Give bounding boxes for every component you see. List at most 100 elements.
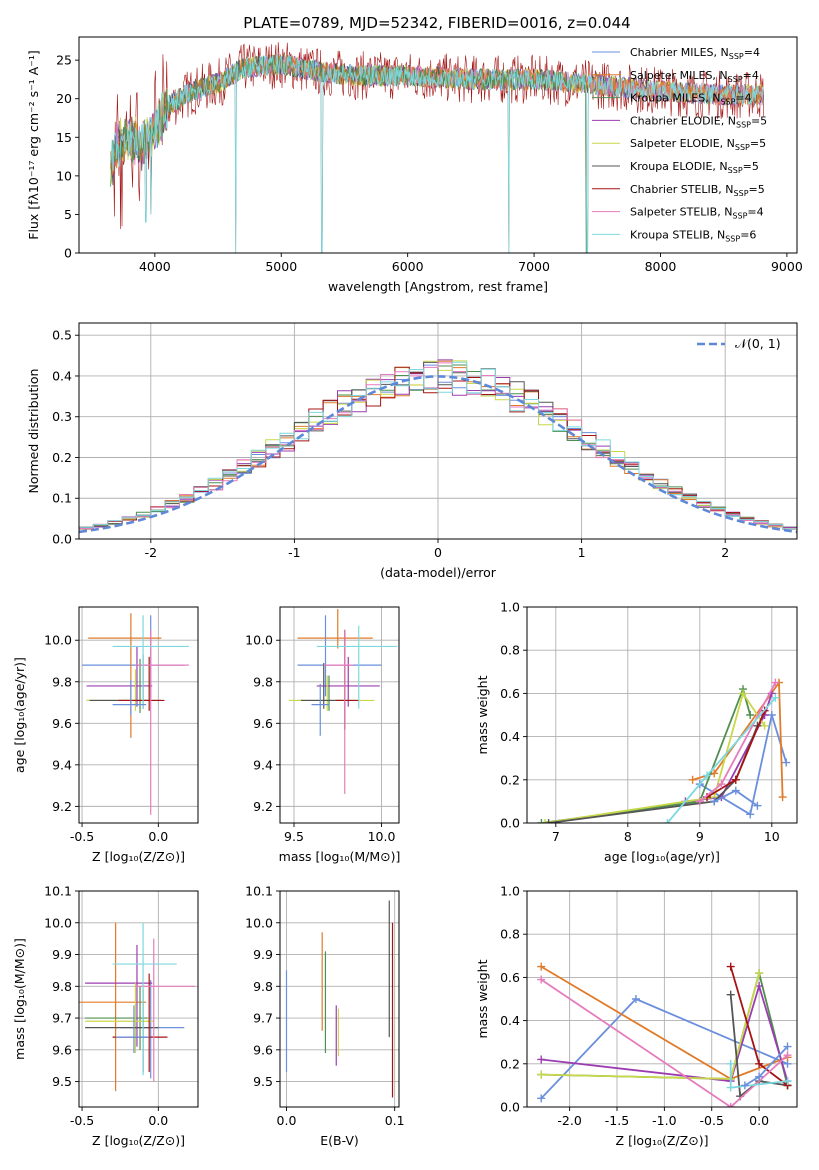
- legend-label: Chabrier MILES, NSSP=4: [630, 46, 760, 61]
- y-tick-label: 9.6: [253, 1042, 273, 1057]
- axes-frame: [78, 890, 199, 1108]
- data-point: [288, 675, 375, 711]
- y-tick-label: 0.8: [500, 643, 520, 658]
- data-point: [85, 986, 148, 1050]
- marker-plus: [537, 1070, 546, 1079]
- marker-plus: [703, 771, 711, 780]
- marker-plus: [688, 775, 697, 784]
- marker-plus: [767, 711, 776, 719]
- marker-plus: [731, 786, 740, 795]
- plot-area: [537, 962, 792, 1107]
- data-point: [135, 629, 189, 815]
- x-tick-label: 9000: [771, 259, 803, 274]
- legend-label: Salpeter STELIB, NSSP=4: [630, 206, 764, 221]
- marker-plus: [537, 962, 546, 971]
- y-tick-label: 0.4: [500, 729, 520, 744]
- legend-label: Salpeter ELODIE, NSSP=5: [630, 137, 766, 152]
- marker-plus: [740, 1081, 749, 1090]
- marker-plus: [544, 819, 553, 823]
- y-tick-label: 9.8: [253, 979, 273, 994]
- y-axis-label: mass weight: [475, 959, 490, 1038]
- x-tick-label: -2: [145, 545, 157, 560]
- marker-plus: [753, 801, 762, 810]
- marker-plus: [541, 819, 549, 823]
- marker-plus: [755, 1072, 764, 1081]
- marker-plus: [783, 1051, 792, 1060]
- x-axis-label: age [log₁₀(age/yr)]: [604, 849, 720, 864]
- y-tick-label: 9.4: [253, 757, 273, 772]
- marker-plus: [726, 1103, 735, 1107]
- x-tick-label: -0.5: [70, 829, 94, 844]
- x-tick-label: 0.1: [385, 1113, 405, 1128]
- weight-series-3: [541, 686, 752, 823]
- axes-frame: [78, 36, 798, 254]
- y-tick-label: 0.3: [52, 409, 72, 424]
- x-tick-label: 1: [578, 545, 586, 560]
- data-point: [311, 683, 329, 736]
- x-axis-label: wavelength [Angstrom, rest frame]: [328, 279, 548, 294]
- plot-area: [82, 613, 189, 815]
- data-point: [120, 979, 185, 1079]
- y-tick-label: 0: [64, 246, 72, 261]
- marker-plus: [755, 1059, 764, 1068]
- legend-label: Chabrier STELIB, NSSP=5: [630, 183, 765, 198]
- x-tick-label: -1.5: [605, 1113, 629, 1128]
- legend-label: Chabrier ELODIE, NSSP=5: [630, 114, 767, 129]
- data-point: [316, 625, 398, 709]
- data-point: [135, 938, 195, 1082]
- axes-frame: [279, 606, 400, 824]
- x-tick-label: 8000: [645, 259, 677, 274]
- y-tick-label: 0.0: [500, 816, 520, 831]
- plot-area: [79, 359, 797, 539]
- plot-area: [537, 678, 791, 823]
- x-tick-label: -0.5: [70, 1113, 94, 1128]
- legend-label: 𝒩(0, 1): [735, 336, 781, 351]
- data-point: [112, 679, 147, 715]
- marker-plus: [537, 1094, 546, 1103]
- data-point: [336, 629, 359, 730]
- weight-series-5: [544, 691, 766, 823]
- histogram-series-9: [79, 361, 797, 539]
- x-tick-label: 7: [552, 829, 560, 844]
- x-tick-label: -2.0: [557, 1113, 581, 1128]
- y-tick-label: 9.7: [52, 1011, 72, 1026]
- y-tick-label: 0.4: [52, 368, 72, 383]
- y-tick-label: 10.1: [245, 884, 273, 899]
- errorbar-panel-6: 0.0 0.1 9.5 9.6 9.7 9.8 9.9 10.0 10.1 E(B-V): [245, 884, 404, 1149]
- marker-plus: [726, 1083, 735, 1092]
- spectrum-panel: 4000 5000 6000 7000 8000 9000 0 5 10 15 20 25 wavele…: [26, 14, 803, 294]
- y-tick-label: 25: [56, 53, 72, 68]
- y-tick-label: 5: [64, 207, 72, 222]
- mass-weight-panel-4: 7 8 9 10 0.0 0.2 0.4 0.6 0.8 1.0 age [log₁₀(age/yr…: [475, 600, 798, 864]
- marker-plus: [783, 1042, 792, 1051]
- x-tick-label: -0.5: [700, 1113, 724, 1128]
- errorbar-panel-3: 9.5 10.0 9.2 9.4 9.6 9.8 10.0 mass [log₁₀(M/M⊙)…: [245, 606, 400, 864]
- y-tick-label: 10.0: [44, 915, 72, 930]
- y-tick-label: 9.8: [52, 674, 72, 689]
- weight-series-2: [692, 679, 784, 798]
- y-tick-label: 0.8: [500, 927, 520, 942]
- mass-weight-panel-7: -2.0 -1.5 -1.0 -0.5 0.0 0.0 0.2 0.4 0.6 0.8 1.0 Z […: [475, 884, 798, 1148]
- y-tick-label: 0.0: [500, 1100, 520, 1115]
- marker-plus: [778, 793, 787, 802]
- axes-frame: [526, 890, 798, 1108]
- legend-label: Kroupa STELIB, NSSP=6: [630, 228, 756, 243]
- marker-plus: [710, 797, 719, 806]
- data-point: [79, 922, 147, 1092]
- y-tick-label: 10.0: [245, 633, 273, 648]
- data-point: [297, 609, 373, 649]
- weight-series-1: [699, 711, 788, 816]
- y-tick-label: 9.4: [52, 757, 72, 772]
- y-tick-label: 9.2: [253, 799, 273, 814]
- x-tick-label: 8: [624, 829, 632, 844]
- errorbar-panel-2: -0.5 0.0 9.2 9.4 9.6 9.8 10.0 Z [log₁₀(Z/Z⊙)] ag…: [12, 606, 199, 864]
- marker-plus: [726, 1059, 735, 1068]
- y-tick-label: 9.5: [52, 1074, 72, 1089]
- marker-plus: [695, 797, 704, 806]
- y-tick-label: 9.9: [52, 947, 72, 962]
- normal-curve: [79, 375, 797, 534]
- x-tick-label: 0.0: [749, 1113, 769, 1128]
- marker-plus: [537, 1055, 546, 1064]
- y-tick-label: 9.7: [253, 1011, 273, 1026]
- x-tick-label: 0: [434, 545, 442, 560]
